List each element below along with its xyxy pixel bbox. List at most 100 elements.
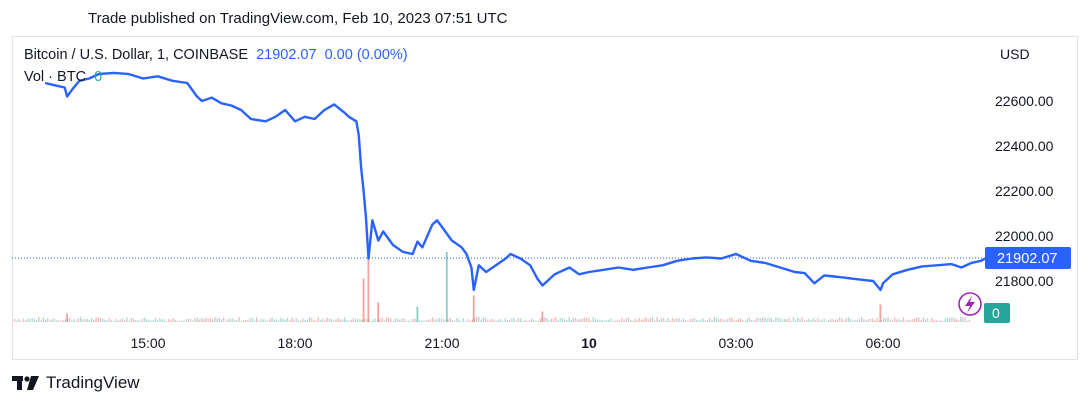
volume-bar — [212, 319, 214, 322]
volume-bar — [60, 320, 62, 322]
volume-bar — [181, 320, 183, 322]
volume-bar — [931, 317, 933, 322]
volume-bar — [245, 320, 247, 322]
volume-bar — [322, 318, 324, 322]
volume-legend[interactable]: Vol · BTC 0 — [24, 69, 102, 85]
volume-bar — [922, 317, 924, 322]
volume-bar — [434, 319, 436, 322]
volume-bar — [718, 319, 720, 322]
volume-bar — [808, 318, 810, 322]
volume-bar — [865, 320, 867, 322]
volume-bar — [495, 320, 498, 322]
volume-bar — [218, 318, 220, 322]
volume-bar — [819, 320, 821, 322]
volume-bar — [132, 318, 135, 322]
volume-bar — [742, 320, 744, 322]
volume-bar — [29, 319, 31, 322]
volume-bar — [240, 320, 242, 322]
tradingview-logo[interactable]: TradingView — [12, 373, 140, 393]
volume-bar — [751, 319, 753, 322]
volume-bar — [652, 317, 654, 322]
symbol-legend[interactable]: Bitcoin / U.S. Dollar, 1, COINBASE 21902… — [24, 47, 408, 63]
volume-bar — [300, 320, 302, 322]
volume-bar — [390, 318, 392, 322]
volume-bar — [726, 319, 729, 322]
volume-bar — [729, 317, 731, 322]
volume-bar — [524, 319, 526, 322]
volume-bar — [77, 318, 80, 322]
volume-bar — [810, 319, 812, 322]
volume-bar — [660, 317, 663, 322]
volume-bar — [449, 317, 451, 322]
volume-bar — [957, 320, 960, 322]
volume-bar — [691, 318, 693, 322]
volume-bar — [443, 319, 445, 322]
volume-bar — [260, 319, 262, 322]
lightning-icon[interactable] — [958, 292, 982, 316]
volume-bar — [51, 319, 53, 322]
volume-bar — [150, 320, 152, 322]
volume-bar — [99, 318, 102, 322]
volume-bar — [493, 319, 495, 322]
volume-bar — [471, 319, 473, 322]
volume-bar — [902, 317, 905, 322]
volume-bar — [214, 317, 216, 322]
volume-bar — [311, 317, 313, 322]
volume-bar — [711, 320, 713, 322]
volume-bar — [935, 320, 938, 322]
volume-bar — [753, 320, 755, 322]
volume-bar — [839, 317, 841, 322]
volume-bar — [557, 320, 559, 322]
volume-bar — [49, 320, 51, 322]
volume-bar — [498, 319, 500, 322]
volume-bar — [707, 319, 709, 322]
volume-bar — [201, 317, 203, 322]
volume-bar — [960, 317, 962, 322]
x-tick-label: 10 — [581, 335, 597, 351]
y-tick-label: 22200.00 — [995, 183, 1054, 199]
volume-bar — [102, 318, 104, 322]
y-tick-label: 22000.00 — [995, 228, 1054, 244]
volume-bar — [528, 320, 531, 322]
volume-bar — [370, 321, 372, 322]
volume-bar — [170, 319, 172, 322]
volume-bar — [306, 319, 308, 322]
volume-bar — [130, 318, 132, 322]
volume-bar — [581, 318, 583, 322]
volume-bar — [405, 320, 407, 322]
volume-bar — [515, 320, 517, 322]
volume-bar — [663, 318, 665, 322]
volume-bar — [933, 320, 935, 322]
volume-bar — [520, 318, 522, 322]
volume-bar — [812, 317, 814, 322]
volume-spike — [541, 311, 544, 322]
volume-bar — [632, 320, 634, 322]
volume-bar — [229, 318, 231, 322]
volume-bar — [174, 319, 176, 322]
volume-bar — [779, 318, 781, 322]
volume-bar — [940, 320, 942, 322]
volume-bar — [799, 319, 801, 322]
volume-bar — [256, 317, 258, 322]
volume-bar — [117, 320, 119, 322]
volume-bar — [823, 318, 825, 322]
volume-bar — [511, 318, 513, 322]
volume-bar — [674, 319, 676, 322]
volume-bar — [236, 319, 238, 322]
volume-bar — [418, 320, 421, 322]
volume-bar — [242, 320, 245, 322]
volume-bar — [333, 320, 335, 322]
volume-bar — [234, 320, 236, 322]
volume-bar — [566, 319, 568, 322]
volume-bar — [154, 317, 157, 322]
volume-bar — [148, 319, 150, 322]
volume-bar — [282, 318, 284, 322]
volume-bar — [685, 320, 687, 322]
last-price-badge-text: 21902.07 — [997, 251, 1057, 267]
volume-bar — [460, 321, 462, 322]
volume-bar — [755, 318, 757, 322]
volume-bar — [517, 318, 520, 322]
volume-bar — [161, 319, 163, 322]
volume-bar — [586, 317, 588, 322]
